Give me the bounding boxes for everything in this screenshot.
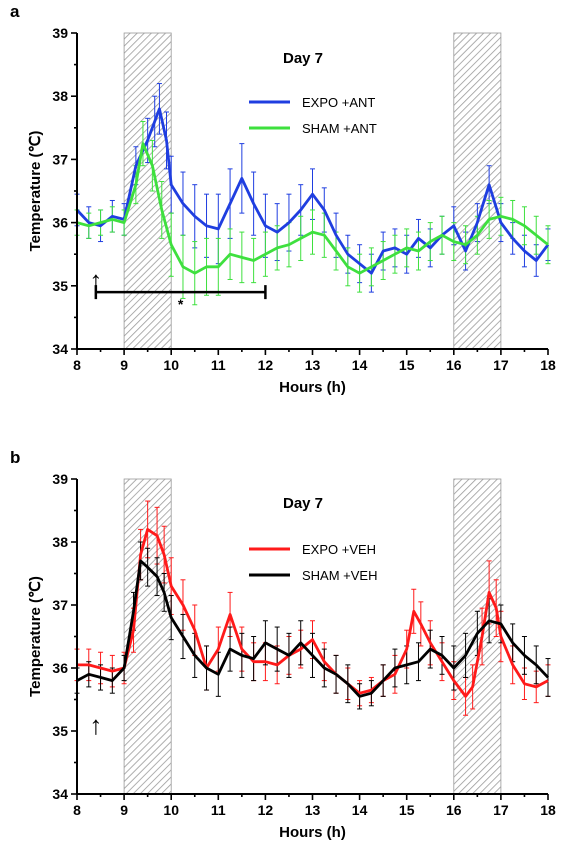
panel-a-x-tick-label: 11 (211, 357, 226, 373)
panel-a-shaded-interval-1 (453, 32, 502, 350)
chart-panel-b: 8 9 10 11 12 13 14 15 16 17 18 34 35 36 37 38 39 Hours (h… (10, 448, 556, 841)
panel-a-x-tick-label: 15 (399, 357, 415, 373)
panel-a-x-tick-label: 13 (305, 357, 321, 373)
panel-b-x-tick-label: 18 (540, 802, 556, 818)
panel-a-x-tick-label: 17 (493, 357, 509, 373)
panel-a-x-tick-label: 9 (120, 357, 128, 373)
panel-a-x-tick-label: 16 (446, 357, 462, 373)
panel-b-legend-label-0: EXPO +VEH (302, 542, 376, 557)
panel-b-y-tick-label: 38 (52, 534, 68, 550)
panel-b-x-tick-label: 12 (258, 802, 274, 818)
panel-a-x-tick-label: 12 (258, 357, 274, 373)
panel-b-x-tick-label: 11 (211, 802, 226, 818)
panel-a-x-tick-label: 8 (73, 357, 81, 373)
panel-a-x-tick-label: 14 (352, 357, 368, 373)
panel-b-y-tick-label: 34 (52, 786, 68, 802)
panel-b-x-tick-label: 10 (163, 802, 179, 818)
panel-b-x-tick-label: 16 (446, 802, 462, 818)
panel-b-chart-title: Day 7 (283, 495, 323, 512)
panel-b-y-tick-label: 35 (52, 723, 68, 739)
panel-b-y-tick-label: 36 (52, 660, 68, 676)
panel-a-panel-label: a (10, 2, 20, 21)
panel-b-series-line-1 (76, 559, 550, 698)
panel-b-x-tick-label: 14 (352, 802, 368, 818)
panel-a-x-axis-title: Hours (h) (279, 379, 346, 396)
panel-b-x-tick-label: 9 (120, 802, 128, 818)
panel-a-series-line-0 (75, 107, 550, 275)
panel-a-y-tick-label: 35 (52, 278, 68, 294)
panel-a-shaded-interval-0 (123, 32, 172, 350)
panel-a-y-tick-label: 38 (52, 88, 68, 104)
panel-a-y-tick-label: 36 (52, 215, 68, 231)
panel-b-x-tick-label: 15 (399, 802, 415, 818)
panel-b-series-line-0 (77, 528, 549, 698)
panel-b-y-tick-label: 39 (52, 471, 68, 487)
panel-b-x-tick-label: 8 (73, 802, 81, 818)
panel-b-y-axis-title: Temperature (℃) (27, 576, 44, 697)
panel-a-significance-star: * (178, 296, 184, 312)
panel-a-y-axis-title: Temperature (℃) (27, 131, 44, 252)
panel-b-legend-label-1: SHAM +VEH (302, 568, 378, 583)
panel-a-y-tick-label: 37 (52, 151, 68, 167)
panel-a-x-tick-label: 10 (163, 357, 179, 373)
panel-b-y-tick-label: 37 (52, 597, 68, 613)
panel-a-y-tick-label: 34 (52, 341, 68, 357)
panel-a-legend-label-0: EXPO +ANT (302, 95, 375, 110)
panel-b-x-tick-label: 13 (305, 802, 321, 818)
panel-a-y-tick-label: 39 (52, 25, 68, 41)
panel-b-panel-label: b (10, 448, 20, 467)
panel-a-arrow-icon: ↑ (89, 265, 102, 295)
panel-a-series-line-1 (76, 142, 549, 275)
panel-b-x-tick-label: 17 (493, 802, 509, 818)
panel-a-legend-label-1: SHAM +ANT (302, 121, 377, 136)
panel-a-x-tick-label: 18 (540, 357, 556, 373)
panel-a-chart-title: Day 7 (283, 50, 323, 67)
panel-b-x-axis-title: Hours (h) (279, 824, 346, 841)
panel-b-arrow-icon: ↑ (89, 710, 102, 740)
chart-panel-a: 8 9 10 11 12 13 14 15 16 17 18 34 35 36 37 38 39 Hours (h… (10, 2, 556, 396)
